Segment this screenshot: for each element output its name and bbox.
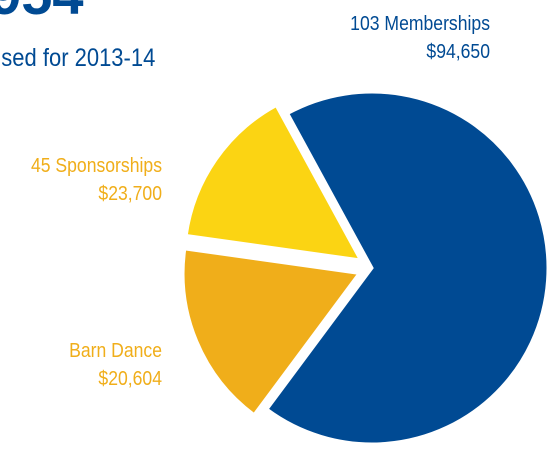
slice-value-label: $20,604: [98, 367, 162, 389]
slice-value-label: $23,700: [98, 182, 162, 204]
slice-value-label: $94,650: [426, 40, 490, 62]
pie-slice: [181, 247, 362, 417]
pie-slice: [264, 90, 548, 446]
slice-label: 103 Memberships: [350, 12, 490, 34]
slice-label: 45 Sponsorships: [31, 154, 162, 176]
slice-label: Barn Dance: [69, 339, 162, 361]
pie-slice: [184, 103, 364, 262]
chart-subtitle: Raised for 2013-14: [0, 44, 155, 72]
chart-title: $138,954: [0, 0, 84, 26]
